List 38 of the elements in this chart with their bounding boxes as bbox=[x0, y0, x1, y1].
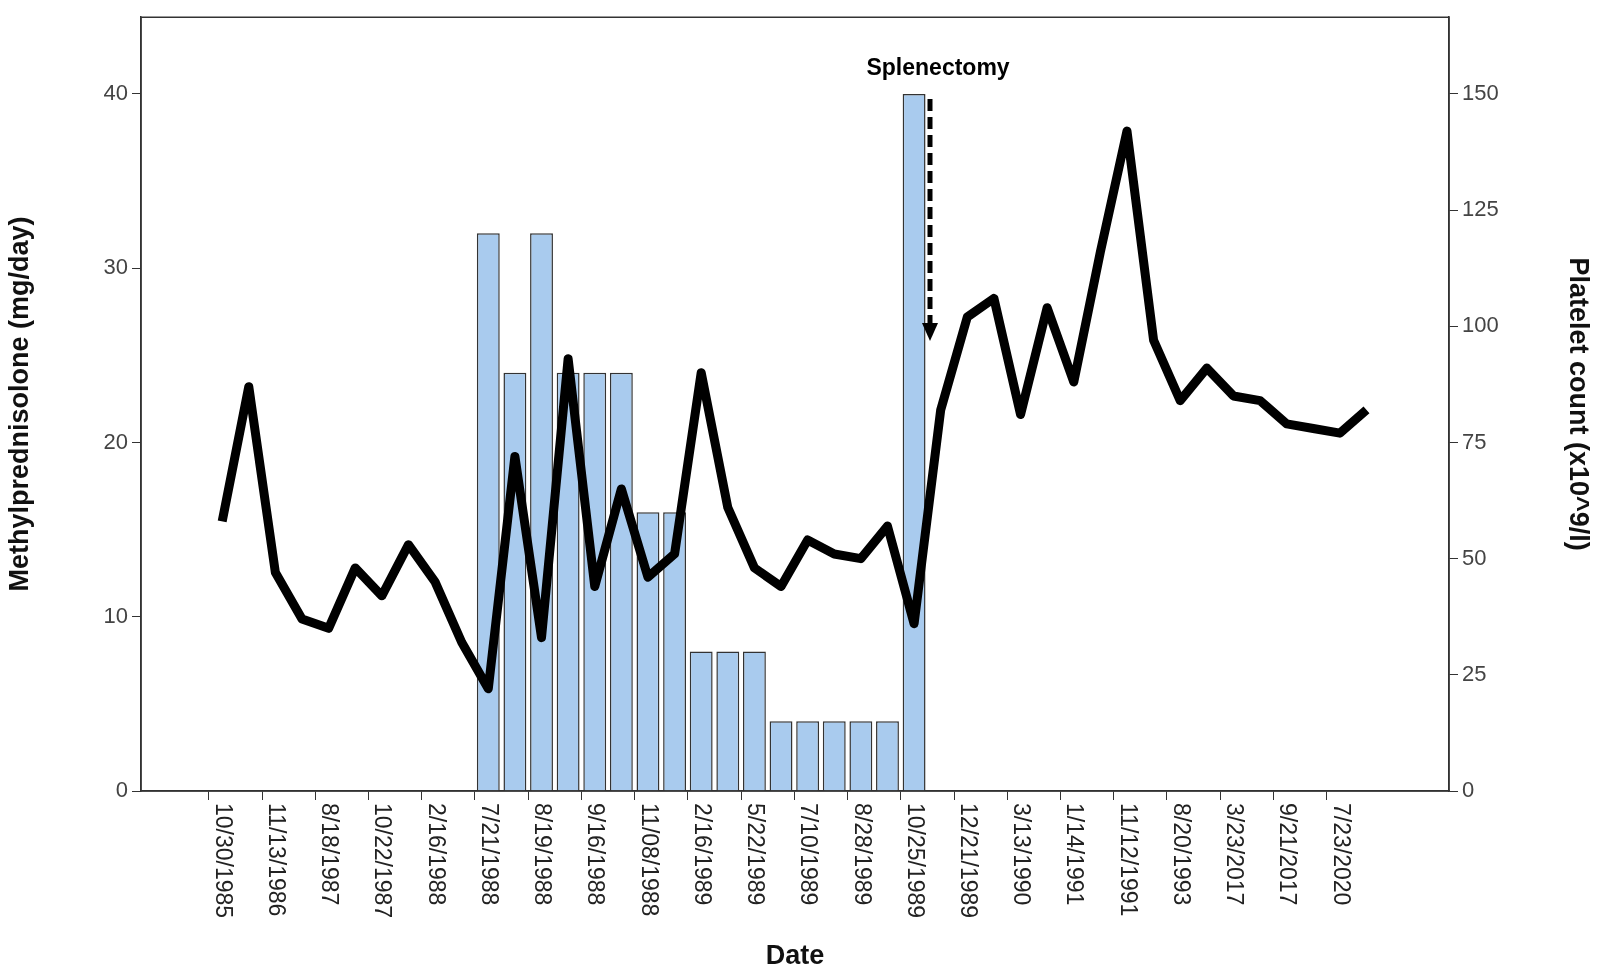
y2-tick-label: 25 bbox=[1462, 660, 1487, 686]
y-tick-label: 30 bbox=[103, 254, 128, 280]
x-tick-label: 12/21/1989 bbox=[955, 803, 982, 919]
x-tick-label: 7/10/1989 bbox=[796, 803, 823, 906]
x-tick-label: 10/30/1985 bbox=[210, 803, 237, 919]
y2-axis-title: Platelet count (x10^9/l) bbox=[1564, 257, 1595, 551]
x-tick-label: 2/16/1989 bbox=[689, 803, 716, 906]
x-tick-label: 10/22/1987 bbox=[370, 803, 397, 919]
x-tick-label: 11/08/1988 bbox=[636, 803, 663, 917]
y2-tick-label: 150 bbox=[1462, 79, 1499, 105]
x-tick-label: 3/13/1990 bbox=[1009, 803, 1036, 906]
x-tick-label: 8/20/1993 bbox=[1168, 803, 1195, 906]
x-tick-label: 10/25/1989 bbox=[902, 803, 929, 919]
y2-tick-label: 0 bbox=[1462, 777, 1475, 803]
x-tick-label: 7/21/1988 bbox=[476, 803, 503, 906]
y-tick-label: 10 bbox=[103, 602, 128, 628]
x-tick-label: 8/28/1989 bbox=[849, 803, 876, 906]
y2-tick-label: 125 bbox=[1462, 196, 1499, 222]
y-tick-label: 0 bbox=[115, 777, 128, 803]
x-tick-label: 1/14/1991 bbox=[1062, 803, 1089, 906]
x-tick-label: 9/16/1988 bbox=[583, 803, 610, 906]
annotation: Splenectomy bbox=[866, 53, 1010, 80]
y2-tick-label: 75 bbox=[1462, 428, 1487, 454]
x-tick-label: 8/18/1987 bbox=[317, 803, 344, 906]
x-axis-title: Date bbox=[765, 940, 825, 971]
x-tick-label: 11/13/1986 bbox=[264, 803, 291, 917]
y-tick-label: 40 bbox=[103, 79, 128, 105]
x-tick-label: 8/19/1988 bbox=[530, 803, 557, 906]
y2-tick-label: 100 bbox=[1462, 312, 1499, 338]
x-tick-label: 11/12/1991 bbox=[1115, 803, 1142, 917]
x-tick-label: 5/22/1989 bbox=[743, 803, 770, 906]
y2-tick-label: 50 bbox=[1462, 544, 1487, 570]
x-tick-label: 2/16/1988 bbox=[423, 803, 450, 906]
x-tick-label: 9/21/2017 bbox=[1275, 803, 1302, 906]
x-tick-label: 7/23/2020 bbox=[1328, 803, 1355, 906]
y-tick-label: 20 bbox=[103, 428, 128, 454]
x-tick-label: 3/23/2017 bbox=[1222, 803, 1249, 906]
y-axis-title: Methylprednisolone (mg/day) bbox=[3, 216, 34, 592]
